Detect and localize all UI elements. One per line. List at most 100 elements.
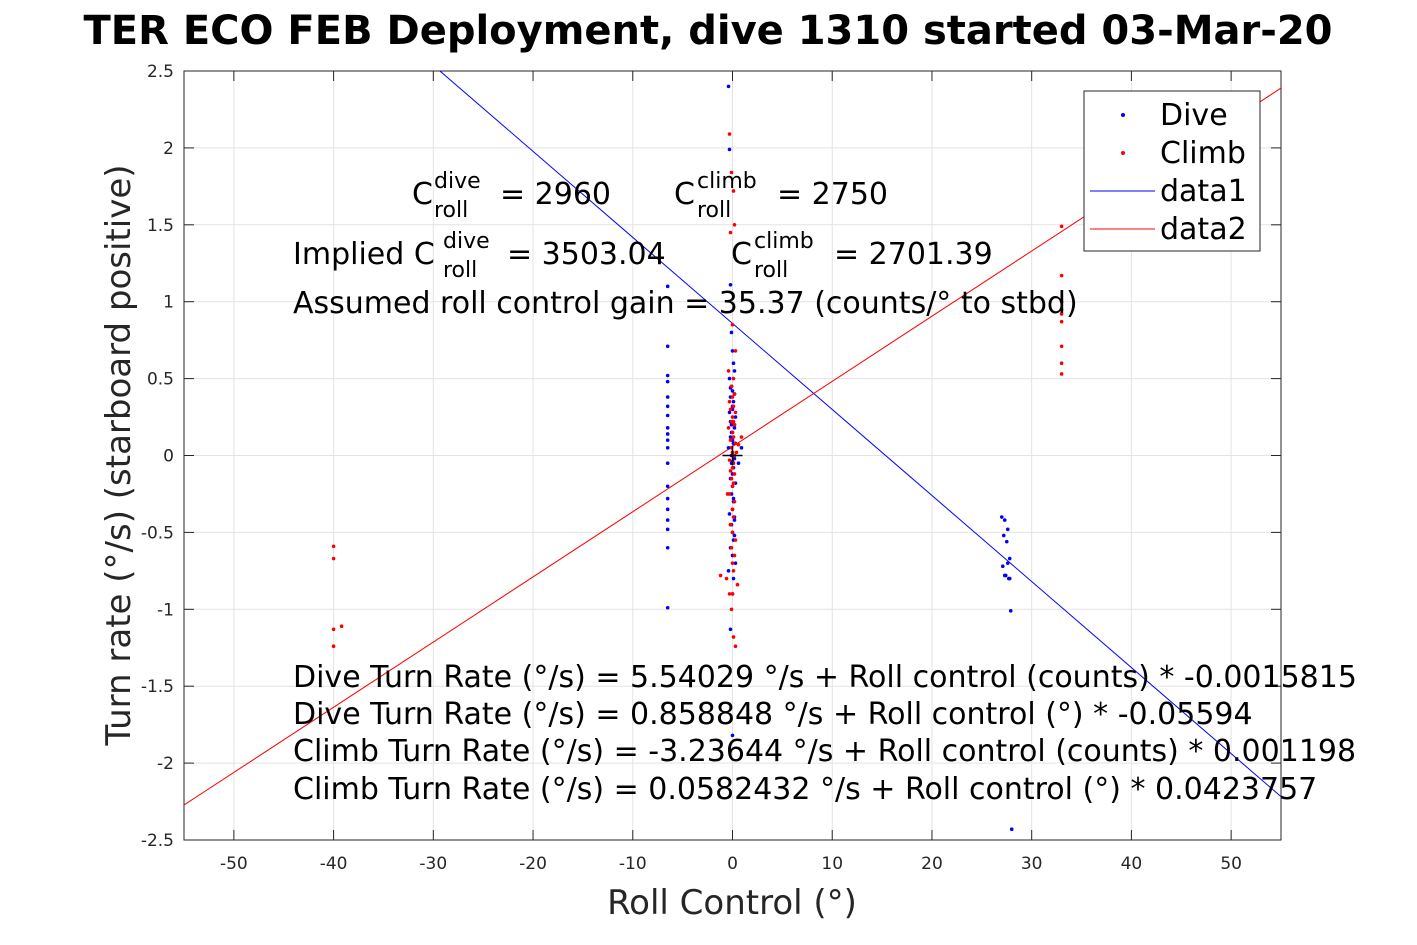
legend-dive-swatch bbox=[1121, 113, 1125, 117]
dive-point bbox=[1009, 827, 1014, 832]
climb-point bbox=[1059, 312, 1064, 316]
y-axis-label: Turn rate (°/s) (starboard positive) bbox=[99, 164, 139, 746]
legend-data1-label: data1 bbox=[1160, 174, 1247, 209]
implied-dive-symbol: Implied C bbox=[293, 237, 435, 272]
chart-title: TER ECO FEB Deployment, dive 1310 starte… bbox=[83, 8, 1332, 54]
dive-point bbox=[731, 361, 736, 366]
climb-point bbox=[728, 522, 733, 527]
climb-point bbox=[727, 458, 732, 462]
legend-climb-swatch bbox=[1121, 151, 1125, 155]
y-tick-label: 0.5 bbox=[147, 370, 174, 390]
dive-equation-degrees: Dive Turn Rate (°/s) = 0.858848 °/s + Ro… bbox=[293, 697, 1253, 732]
climb-point bbox=[736, 442, 741, 447]
climb-point bbox=[731, 404, 736, 409]
climb-point bbox=[733, 349, 738, 353]
c-dive-superscript: dive bbox=[434, 169, 481, 194]
climb-point bbox=[1059, 307, 1064, 312]
y-tick-label: -2.5 bbox=[141, 831, 174, 851]
climb-point bbox=[339, 624, 344, 629]
dive-point bbox=[665, 545, 670, 550]
climb-point bbox=[1059, 273, 1064, 278]
dive-point bbox=[665, 605, 670, 610]
dive-point bbox=[665, 461, 670, 465]
legend: Dive Climb data1 data2 bbox=[1083, 90, 1261, 252]
c-dive-value: = 2960 bbox=[500, 177, 611, 212]
c-climb-superscript: climb bbox=[697, 169, 757, 194]
implied-dive-superscript: dive bbox=[443, 229, 490, 254]
climb-point bbox=[718, 573, 723, 578]
axes: -50 -40 -30 -20 -10 0 10 20 30 40 50-2.5-2-1.5-1-0… bbox=[141, 62, 1282, 874]
climb-point bbox=[729, 545, 734, 550]
dive-point bbox=[732, 518, 737, 522]
climb-point bbox=[1059, 372, 1064, 376]
x-tick-label: -50 bbox=[220, 854, 248, 874]
climb-point bbox=[739, 435, 744, 439]
climb-point bbox=[732, 223, 737, 227]
dive-point bbox=[727, 376, 732, 381]
legend-box bbox=[1083, 90, 1261, 252]
climb-point bbox=[729, 476, 734, 481]
climb-point bbox=[1059, 361, 1064, 366]
climb-point bbox=[725, 492, 730, 496]
dive-point bbox=[730, 349, 735, 353]
climb-point bbox=[731, 376, 736, 381]
x-tick-label: 50 bbox=[1220, 854, 1242, 874]
climb-point bbox=[733, 441, 738, 445]
dive-point bbox=[1001, 533, 1006, 538]
dive-point bbox=[665, 373, 670, 378]
legend-dive-label: Dive bbox=[1160, 98, 1228, 133]
climb-point bbox=[732, 472, 737, 476]
y-tick-label: 2 bbox=[163, 139, 174, 159]
climb-point bbox=[731, 419, 736, 424]
dive-point bbox=[727, 147, 732, 152]
climb-point bbox=[727, 399, 732, 404]
dive-point bbox=[1007, 576, 1012, 581]
dive-point bbox=[999, 515, 1004, 519]
y-tick-label: 1.5 bbox=[147, 216, 174, 236]
x-tick-label: -30 bbox=[419, 854, 447, 874]
climb-point bbox=[731, 435, 736, 439]
c-dive-symbol: C bbox=[412, 177, 433, 212]
climb-point bbox=[728, 407, 733, 412]
dive-point bbox=[1004, 539, 1009, 544]
x-tick-label: 30 bbox=[1021, 854, 1043, 874]
dive-point bbox=[1007, 556, 1012, 561]
implied-climb-subscript: roll bbox=[754, 258, 788, 283]
dive-point bbox=[736, 461, 741, 465]
implied-annotation: Implied C dive roll = 3503.04 C climb ro… bbox=[293, 229, 993, 283]
climb-point bbox=[726, 369, 731, 373]
climb-point bbox=[730, 395, 735, 399]
dive-point bbox=[1000, 564, 1005, 569]
dive-point bbox=[665, 426, 670, 430]
climb-point bbox=[730, 466, 735, 470]
climb-point bbox=[726, 426, 731, 430]
dive-point bbox=[726, 569, 731, 573]
dive-point bbox=[731, 496, 736, 501]
dive-point bbox=[731, 576, 736, 581]
dive-point bbox=[665, 413, 670, 418]
implied-climb-symbol: C bbox=[731, 237, 752, 272]
climb-point bbox=[728, 230, 733, 235]
x-tick-label: -20 bbox=[519, 854, 547, 874]
climb-point bbox=[732, 499, 737, 504]
x-tick-label: 40 bbox=[1121, 854, 1143, 874]
implied-climb-value: = 2701.39 bbox=[834, 237, 993, 272]
c-climb-value: = 2750 bbox=[777, 177, 888, 212]
dive-point bbox=[730, 389, 735, 393]
climb-point bbox=[727, 132, 732, 136]
climb-point bbox=[1059, 299, 1064, 304]
dive-point bbox=[733, 415, 738, 419]
climb-point bbox=[731, 481, 736, 485]
climb-point bbox=[730, 484, 735, 489]
dive-point bbox=[1002, 518, 1007, 522]
dive-point bbox=[1008, 609, 1013, 613]
climb-point bbox=[732, 392, 737, 396]
climb-point bbox=[728, 438, 733, 442]
dive-point bbox=[730, 733, 735, 738]
dive-point bbox=[1005, 527, 1010, 532]
climb-point bbox=[731, 635, 736, 639]
implied-climb-superscript: climb bbox=[754, 229, 814, 254]
c-dive-subscript: roll bbox=[434, 198, 468, 223]
climb-point bbox=[730, 530, 735, 535]
dive-point bbox=[665, 432, 670, 436]
